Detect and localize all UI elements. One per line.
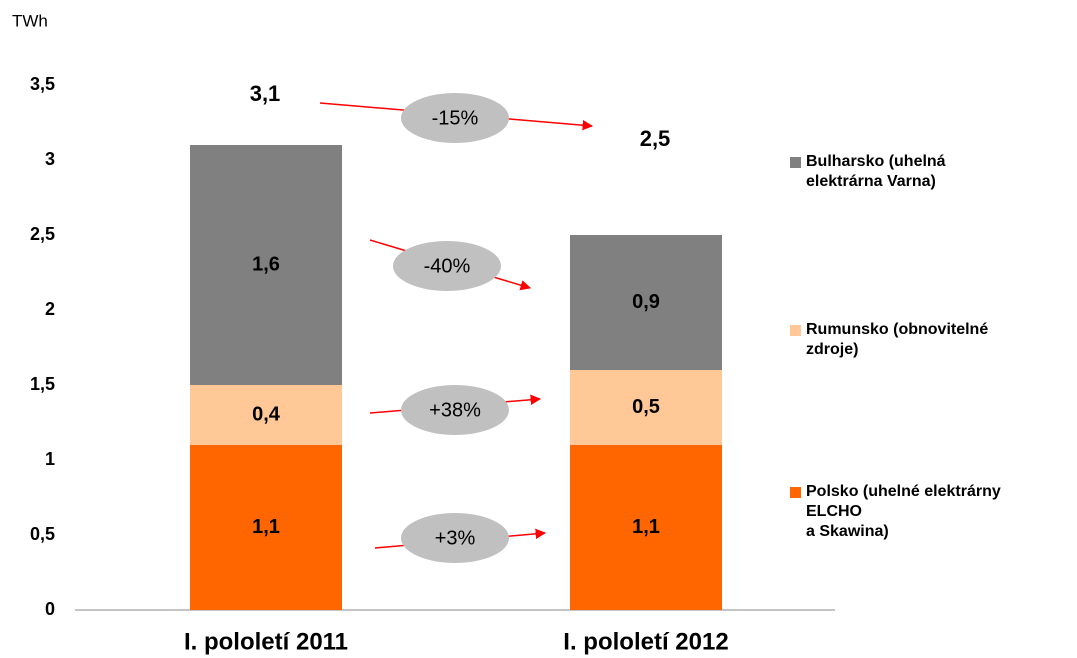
data-label: 0,9 [632, 291, 660, 313]
y-tick-label: 1 [45, 449, 55, 469]
y-tick-label: 3 [45, 149, 55, 169]
data-label: 1,1 [252, 516, 280, 538]
y-tick-label: 1,5 [30, 374, 55, 394]
y-tick-label: 2 [45, 299, 55, 319]
x-tick-label: I. pololetí 2011 [184, 628, 348, 655]
bar-segment [190, 145, 342, 385]
annotation-bubble [393, 241, 501, 291]
annotation: +3% [435, 527, 476, 549]
legend-swatch [790, 325, 801, 336]
legend-label: Rumunsko (obnovitelné zdroje) [806, 321, 989, 358]
annotation: -40% [424, 255, 471, 277]
legend-item: Bulharsko (uhelná elektrárna Varna) [790, 152, 946, 192]
legend-swatch [790, 157, 801, 168]
total-label: 2,5 [640, 126, 671, 151]
bar-segment [570, 235, 722, 370]
bar-segment [570, 370, 722, 445]
bar-segment [570, 445, 722, 610]
legend-swatch [790, 487, 801, 498]
legend-item: Rumunsko (obnovitelné zdroje) [790, 320, 988, 360]
annotation: +38% [429, 399, 481, 421]
annotation: -15% [432, 107, 479, 129]
data-label: 0,5 [632, 396, 660, 418]
y-tick-label: 0 [45, 599, 55, 619]
y-tick-label: 3,5 [30, 74, 55, 94]
data-label: 1,6 [252, 253, 280, 275]
bar-segment [190, 385, 342, 445]
legend-item: Polsko (uhelné elektrárny ELCHO a Skawin… [790, 482, 1001, 542]
legend-label: Polsko (uhelné elektrárny ELCHO a Skawin… [806, 483, 1001, 540]
legend-label: Bulharsko (uhelná elektrárna Varna) [806, 153, 946, 190]
y-tick-label: 2,5 [30, 224, 55, 244]
total-label: 3,1 [250, 81, 281, 106]
annotation-bubble [401, 385, 509, 435]
bar-segment [190, 445, 342, 610]
arrows [319, 102, 594, 549]
y-tick-label: 0,5 [30, 524, 55, 544]
data-label: 0,4 [252, 403, 281, 425]
y-axis-label: TWh [12, 11, 48, 30]
annotation-bubble [401, 93, 509, 143]
annotation-bubble [401, 513, 509, 563]
data-label: 1,1 [632, 516, 660, 538]
x-tick-label: I. pololetí 2012 [563, 628, 728, 655]
